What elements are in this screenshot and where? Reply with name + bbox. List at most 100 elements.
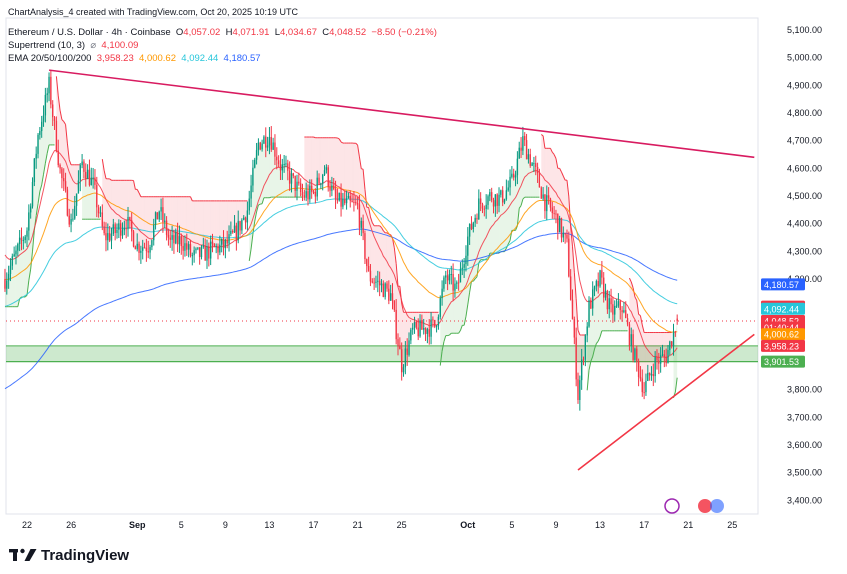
candle-body[interactable] bbox=[665, 356, 667, 364]
candle-body[interactable] bbox=[208, 246, 210, 259]
candle-body[interactable] bbox=[288, 170, 291, 184]
candle-body[interactable] bbox=[595, 281, 598, 287]
candle-body[interactable] bbox=[527, 154, 530, 160]
candle-body[interactable] bbox=[452, 274, 454, 291]
candle-body[interactable] bbox=[195, 248, 197, 251]
candle-body[interactable] bbox=[290, 173, 293, 184]
candle-body[interactable] bbox=[456, 282, 458, 284]
candle-body[interactable] bbox=[373, 282, 375, 284]
candle-body[interactable] bbox=[334, 188, 337, 200]
candle-body[interactable] bbox=[97, 207, 100, 214]
candle-body[interactable] bbox=[597, 281, 599, 287]
candle-body[interactable] bbox=[191, 255, 193, 257]
candle-body[interactable] bbox=[9, 265, 12, 275]
candle-body[interactable] bbox=[345, 198, 348, 204]
candle-body[interactable] bbox=[445, 275, 447, 278]
candle-body[interactable] bbox=[268, 137, 271, 146]
candle-body[interactable] bbox=[525, 140, 528, 160]
supertrend-legend[interactable]: Supertrend (10, 3) ⌀ 4,100.09 bbox=[8, 40, 138, 51]
candle-body[interactable] bbox=[303, 195, 306, 198]
candle-body[interactable] bbox=[99, 212, 102, 214]
candle-body[interactable] bbox=[217, 245, 219, 253]
candle-body[interactable] bbox=[134, 246, 137, 250]
candle-body[interactable] bbox=[630, 334, 632, 346]
candle-body[interactable] bbox=[169, 237, 171, 240]
candle-body[interactable] bbox=[479, 198, 482, 205]
trendline-support[interactable] bbox=[577, 333, 755, 471]
candle-body[interactable] bbox=[189, 244, 192, 256]
candle-body[interactable] bbox=[11, 256, 14, 266]
candle-body[interactable] bbox=[107, 233, 109, 241]
candle-body[interactable] bbox=[20, 237, 23, 241]
price-tag-support-zone[interactable] bbox=[761, 355, 805, 368]
dividends-event-icon[interactable] bbox=[664, 498, 680, 514]
candle-body[interactable] bbox=[489, 192, 491, 197]
candle-body[interactable] bbox=[606, 290, 609, 310]
candle-body[interactable] bbox=[230, 231, 232, 235]
candle-body[interactable] bbox=[17, 244, 19, 251]
candle-body[interactable] bbox=[485, 204, 487, 209]
candle-body[interactable] bbox=[423, 328, 425, 330]
candle-body[interactable] bbox=[522, 136, 524, 151]
candle-body[interactable] bbox=[434, 319, 436, 327]
candle-body[interactable] bbox=[123, 227, 126, 231]
candle-body[interactable] bbox=[366, 259, 368, 267]
candle-body[interactable] bbox=[601, 270, 603, 278]
candle-body[interactable] bbox=[312, 191, 315, 193]
candle-body[interactable] bbox=[254, 159, 256, 168]
candle-body[interactable] bbox=[151, 240, 153, 248]
candle-body[interactable] bbox=[378, 280, 381, 286]
candle-body[interactable] bbox=[13, 254, 15, 257]
candle-body[interactable] bbox=[336, 199, 339, 201]
candle-body[interactable] bbox=[443, 277, 445, 289]
candle-body[interactable] bbox=[509, 176, 511, 188]
candle-body[interactable] bbox=[175, 232, 177, 244]
candle-body[interactable] bbox=[314, 191, 317, 197]
candle-body[interactable] bbox=[70, 219, 72, 225]
candle-body[interactable] bbox=[48, 76, 50, 94]
candle-body[interactable] bbox=[582, 359, 585, 361]
candle-body[interactable] bbox=[652, 374, 655, 377]
candle-body[interactable] bbox=[356, 203, 359, 205]
candle-body[interactable] bbox=[604, 290, 607, 298]
candle-body[interactable] bbox=[173, 235, 175, 244]
price-tag-ema-20[interactable] bbox=[761, 339, 805, 352]
candle-body[interactable] bbox=[562, 233, 565, 238]
candle-body[interactable] bbox=[193, 250, 195, 256]
candle-body[interactable] bbox=[608, 298, 610, 310]
candle-body[interactable] bbox=[81, 161, 83, 166]
candle-body[interactable] bbox=[386, 283, 388, 289]
candle-body[interactable] bbox=[22, 239, 25, 241]
candle-body[interactable] bbox=[371, 281, 373, 283]
candle-body[interactable] bbox=[540, 187, 542, 199]
candle-body[interactable] bbox=[661, 354, 664, 356]
candle-body[interactable] bbox=[28, 212, 30, 231]
candle-body[interactable] bbox=[603, 277, 605, 298]
candle-body[interactable] bbox=[310, 185, 313, 192]
candle-body[interactable] bbox=[643, 392, 645, 394]
candle-body[interactable] bbox=[551, 207, 553, 214]
candle-body[interactable] bbox=[400, 349, 403, 373]
candle-body[interactable] bbox=[435, 325, 438, 327]
price-tag-ema-200[interactable] bbox=[761, 278, 805, 291]
candle-body[interactable] bbox=[176, 232, 179, 245]
candle-body[interactable] bbox=[658, 360, 660, 364]
candle-body[interactable] bbox=[197, 247, 199, 249]
candle-body[interactable] bbox=[112, 224, 115, 234]
candle-body[interactable] bbox=[650, 374, 653, 376]
candle-body[interactable] bbox=[136, 243, 138, 250]
candle-body[interactable] bbox=[492, 200, 495, 207]
candle-body[interactable] bbox=[147, 251, 149, 253]
candle-body[interactable] bbox=[487, 196, 489, 205]
candle-body[interactable] bbox=[564, 233, 566, 235]
candle-body[interactable] bbox=[63, 178, 65, 182]
candle-body[interactable] bbox=[233, 225, 236, 233]
candle-body[interactable] bbox=[6, 280, 8, 289]
price-tag-ema-50[interactable] bbox=[761, 328, 805, 341]
candle-body[interactable] bbox=[481, 204, 484, 209]
candle-body[interactable] bbox=[85, 171, 87, 179]
candle-body[interactable] bbox=[52, 104, 54, 118]
candle-body[interactable] bbox=[670, 341, 673, 347]
candle-body[interactable] bbox=[388, 288, 390, 301]
